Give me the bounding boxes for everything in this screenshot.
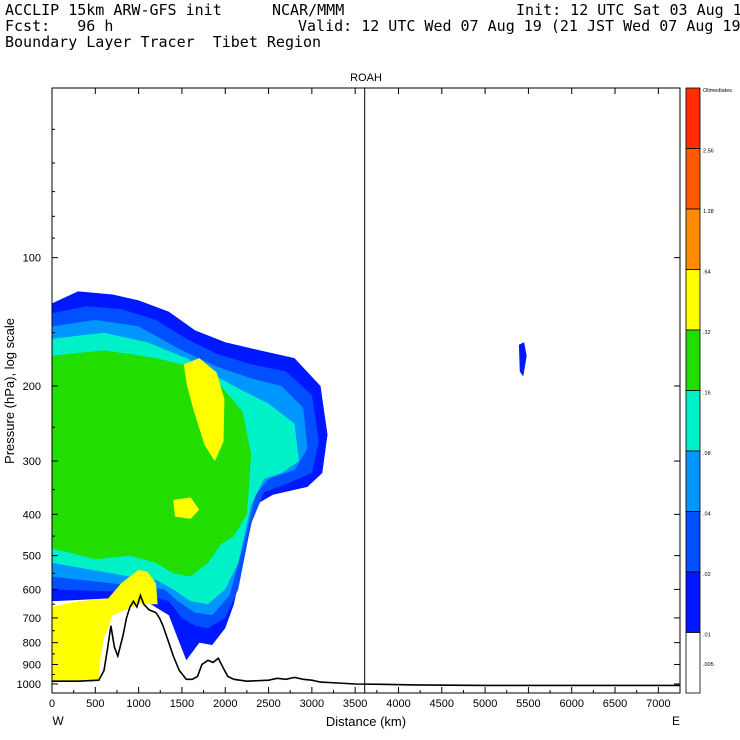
colorbar-level-label: 1.28	[703, 209, 714, 215]
colorbar-swatch	[685, 571, 701, 633]
terrain-profile-line	[52, 593, 680, 687]
y-tick-label: 700	[23, 613, 41, 625]
colorbar-swatch	[685, 511, 701, 573]
y-axis-label: Pressure (hPa), log scale	[2, 318, 17, 464]
y-tick-label: 300	[23, 456, 41, 468]
x-tick-label: 3500	[343, 698, 367, 710]
colorbar-level-label: .04	[703, 512, 711, 518]
colorbar-level-label: .32	[703, 330, 711, 336]
colorbar-level-label: .16	[703, 391, 711, 397]
chart-title: ROAH	[350, 72, 382, 84]
y-tick-label: 900	[23, 659, 41, 671]
x-axis-label: Distance (km)	[326, 714, 406, 729]
colorbar-swatch	[685, 450, 701, 512]
header-init-time: Init: 12 UTC Sat 03 Aug 19	[516, 1, 740, 19]
x-tick-label: 3000	[300, 698, 324, 710]
y-tick-label: 1000	[17, 679, 41, 691]
plot-frame	[51, 87, 681, 694]
tracer-region-10	[518, 342, 527, 377]
colorbar-level-label: 2.56	[703, 149, 714, 155]
x-tick-label: 7000	[646, 698, 670, 710]
colorbar: Olimediates 2.56 1.28 .64 .32 .16 .08 .04 .02 .01…	[685, 87, 732, 694]
colorbar-swatch	[685, 87, 701, 149]
colorbar-swatch	[685, 329, 701, 391]
x-tick-label: 6500	[603, 698, 627, 710]
x-tick-label: 5500	[516, 698, 540, 710]
x-axis-east-label: E	[672, 714, 680, 728]
x-tick-label: 1500	[170, 698, 194, 710]
tracer-fill-layer	[52, 275, 531, 682]
colorbar-level-label: .64	[703, 270, 711, 276]
y-tick-label: 100	[23, 253, 41, 265]
x-tick-label: 1000	[126, 698, 150, 710]
colorbar-swatch	[685, 148, 701, 210]
tracer-region-8	[52, 569, 158, 682]
header-model-title: ACCLIP 15km ARW-GFS init	[5, 1, 222, 19]
terrain-layer	[52, 593, 680, 687]
axes-layer: 0 500 1000 1500 2000 2500 3000 3500 4000 4500 5000…	[17, 88, 680, 710]
x-tick-label: 6000	[559, 698, 583, 710]
colorbar-level-label: .01	[703, 633, 711, 639]
y-tick-label: 600	[23, 584, 41, 596]
y-tick-label: 800	[23, 638, 41, 650]
colorbar-level-label: .02	[703, 572, 711, 578]
header-org: NCAR/MMM	[272, 1, 345, 19]
colorbar-swatch	[685, 269, 701, 331]
header-field-name: Boundary Layer Tracer Tibet Region	[5, 33, 322, 51]
y-tick-label: 500	[23, 551, 41, 563]
x-tick-label: 2500	[256, 698, 280, 710]
x-tick-label: 0	[49, 698, 55, 710]
header-valid-time: Valid: 12 UTC Wed 07 Aug 19 (21 JST Wed …	[298, 17, 740, 35]
x-tick-label: 2000	[213, 698, 237, 710]
colorbar-level-label: .005	[703, 662, 714, 668]
x-tick-label: 5000	[473, 698, 497, 710]
x-tick-label: 4000	[386, 698, 410, 710]
colorbar-level-label: .08	[703, 451, 711, 457]
header-forecast-hour: Fcst: 96 h	[5, 17, 114, 35]
y-tick-label: 200	[23, 381, 41, 393]
colorbar-swatch	[685, 390, 701, 452]
x-axis-west-label: W	[52, 714, 64, 728]
plot-border	[51, 87, 681, 694]
colorbar-swatch	[685, 208, 701, 270]
y-tick-label: 400	[23, 509, 41, 521]
tracer-region-7	[173, 497, 200, 519]
tracer-region-6	[183, 358, 225, 462]
x-tick-label: 500	[86, 698, 104, 710]
colorbar-level-label: Olimediates	[703, 88, 732, 94]
x-tick-label: 4500	[430, 698, 454, 710]
colorbar-swatch	[685, 632, 701, 694]
